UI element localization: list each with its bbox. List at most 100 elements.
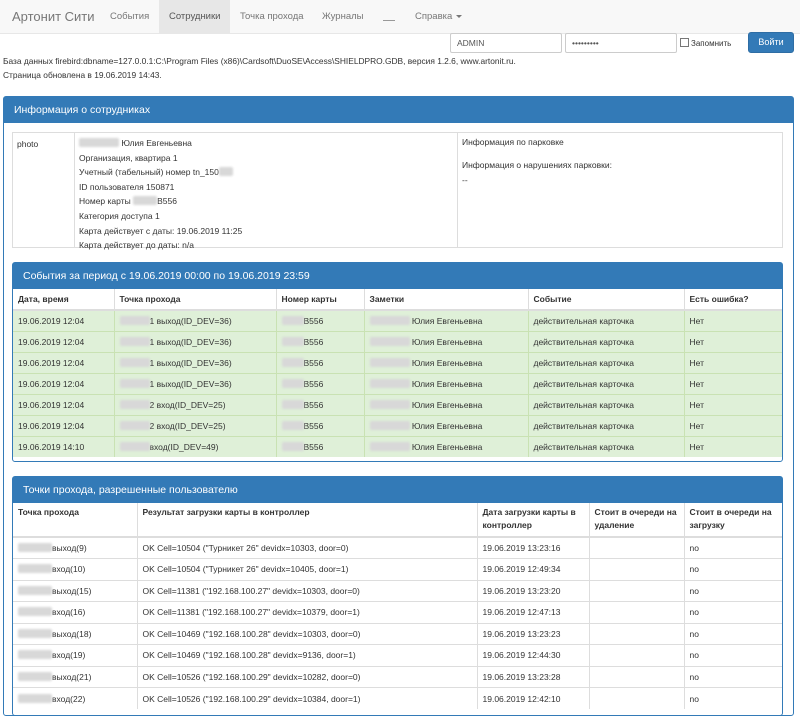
access-points-table: Точка прохода Результат загрузки карты в… — [13, 503, 782, 709]
cell-point: вход(10) — [13, 558, 137, 580]
nav-employees[interactable]: Сотрудники — [159, 0, 231, 34]
cell-error: Нет — [683, 393, 782, 415]
cell-point: выход(15) — [13, 579, 137, 602]
table-row: вход(19) OK Cell=10469 ("192.168.100.28"… — [13, 644, 782, 666]
employee-user-id: ID пользователя 150871 — [79, 181, 175, 192]
redacted — [281, 315, 304, 325]
card-text: B556 — [303, 378, 324, 389]
point-text: выход(18) — [52, 628, 92, 639]
note-text: Юлия Евгеньевна — [411, 441, 483, 452]
nav-help-dropdown[interactable]: Справка — [405, 0, 472, 34]
redacted — [18, 650, 52, 660]
login-input[interactable] — [450, 33, 562, 53]
remember-checkbox[interactable] — [680, 38, 689, 47]
cell-point: выход(9) — [13, 536, 137, 559]
cell-load-date: 19.06.2019 12:47:13 — [476, 601, 589, 623]
nav-empty-item[interactable] — [383, 20, 395, 21]
col-event: Событие — [527, 289, 684, 311]
cell-event: действительная карточка — [527, 330, 684, 352]
table-row: вход(10) OK Cell=10504 ("Турникет 26" de… — [13, 558, 782, 580]
cell-datetime: 19.06.2019 14:10 — [13, 435, 114, 457]
redacted — [281, 441, 304, 451]
cell-result: OK Cell=10504 ("Турникет 26" devidx=1030… — [136, 536, 477, 559]
cell-error: Нет — [683, 414, 782, 436]
redacted-card — [133, 196, 158, 206]
cell-delete-queue — [588, 558, 684, 580]
events-header-row: Дата, время Точка прохода Номер карты За… — [13, 289, 782, 311]
cell-point: 2 вход(ID_DEV=25) — [113, 414, 276, 436]
updated-info: Страница обновлена в 19.06.2019 14:43. — [3, 70, 162, 80]
redacted — [18, 607, 52, 617]
employee-valid-from: Карта действует с даты: 19.06.2019 11:25 — [79, 225, 243, 236]
cell-card: B556 — [275, 330, 364, 352]
redacted — [281, 420, 304, 430]
points-header-row: Точка прохода Результат загрузки карты в… — [13, 503, 782, 538]
table-row: выход(9) OK Cell=10504 ("Турникет 26" de… — [13, 536, 782, 559]
col-load-queue: Стоит в очереди на загрузку — [683, 503, 782, 538]
cell-load-queue: no — [683, 558, 782, 580]
employee-card-label: Номер карты — [79, 196, 131, 207]
point-text: вход(22) — [52, 693, 86, 704]
redacted — [369, 441, 410, 451]
table-row: 19.06.2019 14:10 вход(ID_DEV=49) B556 Юл… — [13, 435, 782, 457]
point-text: 1 выход(ID_DEV=36) — [149, 336, 232, 347]
cell-datetime: 19.06.2019 12:04 — [13, 414, 114, 436]
redacted — [119, 336, 150, 346]
cell-load-queue: no — [683, 579, 782, 602]
nav-events[interactable]: События — [110, 11, 150, 22]
cell-delete-queue — [588, 536, 684, 559]
col-error: Есть ошибка? — [683, 289, 782, 311]
cell-card: B556 — [275, 414, 364, 436]
redacted — [281, 399, 304, 409]
cell-load-date: 19.06.2019 13:23:20 — [476, 579, 589, 602]
cell-error: Нет — [683, 330, 782, 352]
redacted — [119, 378, 150, 388]
cell-error: Нет — [683, 309, 782, 331]
employee-card-suffix: B556 — [157, 196, 177, 207]
cell-load-date: 19.06.2019 12:44:30 — [476, 644, 589, 666]
point-text: выход(21) — [52, 671, 92, 682]
redacted — [369, 420, 410, 430]
redacted — [18, 543, 52, 552]
remember-me[interactable]: Запомнить — [680, 38, 731, 48]
employee-name: Юлия Евгеньевна — [121, 138, 192, 148]
table-row: выход(21) OK Cell=10526 ("192.168.100.29… — [13, 665, 782, 688]
cell-load-date: 19.06.2019 13:23:23 — [476, 622, 589, 645]
redacted — [369, 399, 410, 409]
cell-point: вход(19) — [13, 644, 137, 666]
events-table: Дата, время Точка прохода Номер карты За… — [13, 289, 782, 457]
cell-load-queue: no — [683, 644, 782, 666]
cell-card: B556 — [275, 309, 364, 331]
redacted — [119, 315, 150, 325]
employee-details: Юлия Евгеньевна Организация, квартира 1 … — [75, 133, 458, 250]
cell-card: B556 — [275, 393, 364, 415]
cell-point: выход(18) — [13, 622, 137, 645]
card-text: B556 — [303, 420, 324, 431]
cell-delete-queue — [588, 622, 684, 645]
cell-load-queue: no — [683, 536, 782, 559]
login-button[interactable]: Войти — [748, 32, 794, 53]
password-input[interactable] — [565, 33, 677, 53]
cell-load-date: 19.06.2019 12:49:34 — [476, 558, 589, 580]
cell-point: выход(21) — [13, 665, 137, 688]
cell-event: действительная карточка — [527, 393, 684, 415]
cell-load-queue: no — [683, 622, 782, 645]
parking-violations-label: Информация о нарушениях парковки: — [462, 160, 612, 170]
cell-error: Нет — [683, 372, 782, 394]
nav-journals[interactable]: Журналы — [322, 11, 364, 22]
point-text: вход(ID_DEV=49) — [149, 441, 219, 452]
redacted — [18, 693, 52, 703]
cell-load-queue: no — [683, 601, 782, 623]
brand-link[interactable]: Артонит Сити — [12, 9, 95, 24]
cell-load-date: 19.06.2019 13:23:16 — [476, 536, 589, 559]
cell-datetime: 19.06.2019 12:04 — [13, 309, 114, 331]
cell-note: Юлия Евгеньевна — [363, 414, 528, 436]
point-text: 1 выход(ID_DEV=36) — [149, 315, 232, 326]
point-text: 1 выход(ID_DEV=36) — [149, 378, 232, 389]
employee-card: photo Юлия Евгеньевна Организация, кварт… — [12, 132, 783, 250]
cell-point: 1 выход(ID_DEV=36) — [113, 351, 276, 373]
database-info: База данных firebird:dbname=127.0.0.1:C:… — [3, 56, 516, 66]
redacted — [119, 399, 150, 409]
nav-access-points[interactable]: Точка прохода — [240, 11, 304, 22]
col-point: Точка прохода — [113, 289, 276, 311]
